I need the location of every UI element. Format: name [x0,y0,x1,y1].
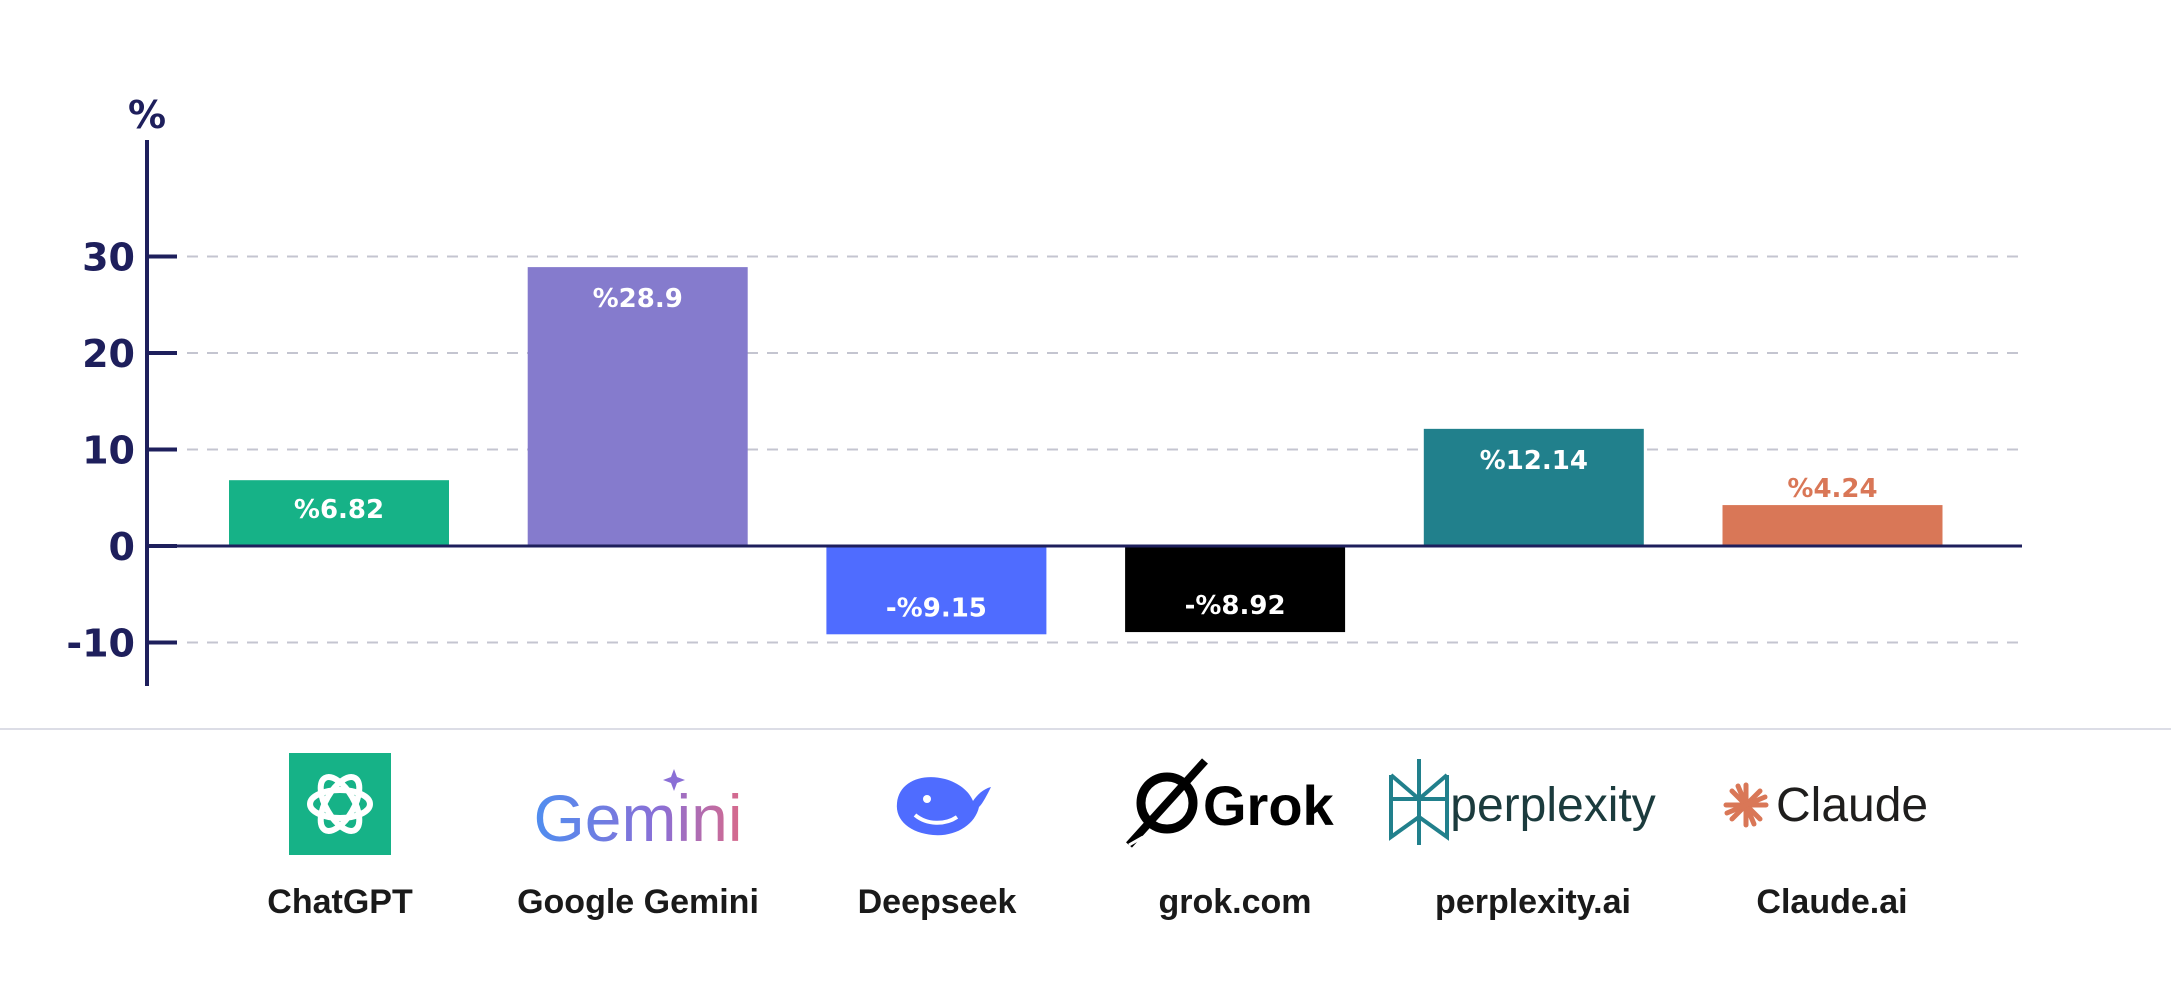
svg-text:perplexity: perplexity [1450,779,1655,832]
svg-text:Gemini: Gemini [533,781,742,855]
bar [1125,546,1346,633]
bar [826,546,1047,635]
deepseek-whale-icon [896,777,991,836]
bar [527,267,748,546]
gemini-wordmark-icon: Gemini [533,769,743,855]
data-label: %4.24 [1787,474,1877,504]
y-tick-label: 10 [82,429,135,473]
bar [1423,428,1644,546]
data-label: %28.9 [593,284,683,314]
claude-logo-icon: Claude [1723,779,1928,832]
bar [1722,505,1943,546]
data-label: -%9.15 [886,593,987,623]
brand-name: ChatGPT [267,883,413,921]
grok-logo-icon: Grok [1126,758,1335,848]
openai-knot-icon [289,753,391,855]
brand-chatgpt: ChatGPT [190,745,490,925]
brand-name: perplexity.ai [1435,883,1631,921]
brand-deepseek: Deepseek [787,745,1087,925]
data-labels: %6.82 %28.9 -%9.15 -%8.92 %12.14 %4.24 [294,284,1878,623]
bar [229,480,449,546]
data-label: %12.14 [1480,446,1588,476]
brand-grok: Grok grok.com [1085,745,1385,925]
y-tick-label: 30 [82,236,135,280]
grid-lines [187,255,2022,644]
y-tick-label: 20 [82,332,135,376]
brand-gemini: Gemini Google Gemini [488,745,788,925]
data-label: %6.82 [294,495,384,525]
y-tick-label: -10 [66,622,135,666]
brand-claude: Claude Claude.ai [1682,745,1982,925]
y-axis-unit: % [128,93,166,137]
svg-text:Grok: Grok [1203,774,1335,837]
divider [0,728,2171,730]
bar-chart: 30 20 10 0 -10% %6.82 %28.9 -%9.15 -%8.92 %12.14… [66,93,2022,686]
y-tick-label: 0 [109,525,135,569]
svg-text:Claude: Claude [1776,779,1928,832]
brand-name: Google Gemini [517,883,759,921]
brand-name: Deepseek [857,883,1017,921]
bars [229,267,1943,635]
brand-name: grok.com [1158,883,1312,921]
y-axis: 30 20 10 0 -10% [66,93,2022,686]
data-label: -%8.92 [1185,591,1286,621]
perplexity-logo-icon: perplexity [1389,759,1656,845]
brand-name: Claude.ai [1756,883,1908,921]
brand-perplexity: perplexity perplexity.ai [1383,745,1683,925]
